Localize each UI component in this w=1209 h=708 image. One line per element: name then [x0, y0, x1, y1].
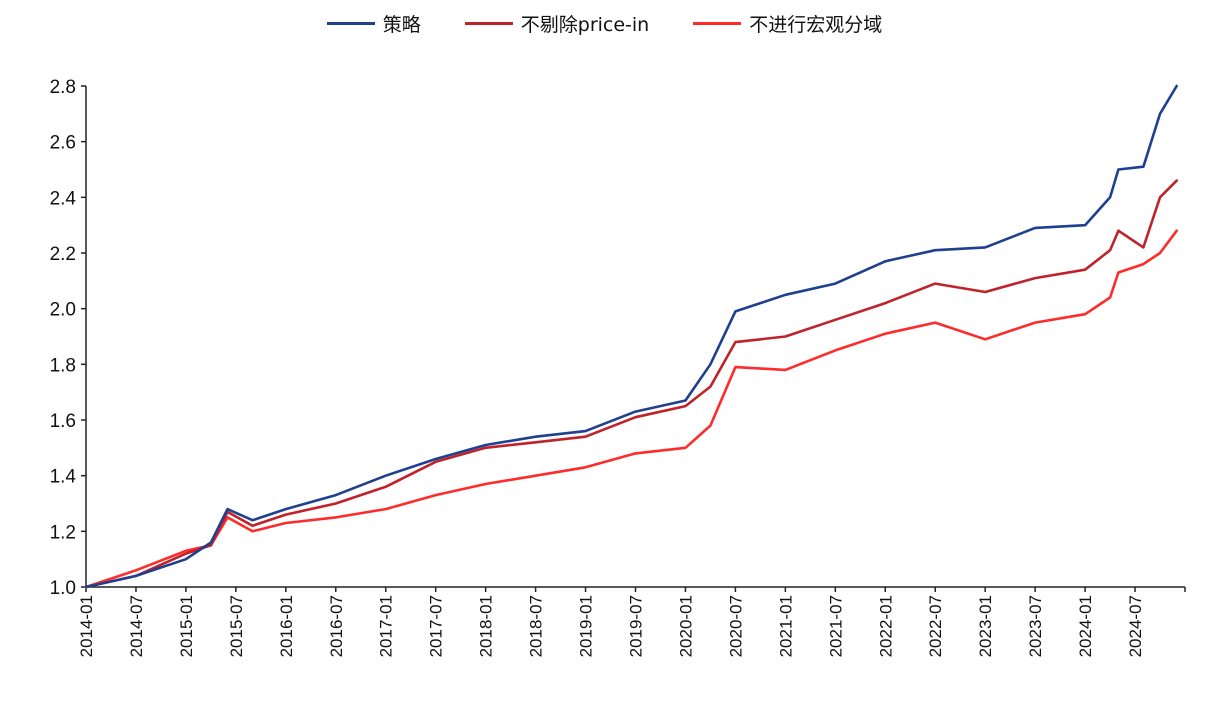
y-tick-label-4: 1.8 — [50, 355, 76, 376]
x-tick-label-14: 2021-01 — [776, 595, 795, 657]
y-tick-label-1: 1.2 — [50, 522, 76, 543]
y-tick-label-6: 2.2 — [50, 244, 76, 265]
y-tick-label-9: 2.8 — [50, 77, 76, 98]
x-tick-label-21: 2024-07 — [1126, 595, 1145, 657]
x-tick-label-6: 2017-01 — [377, 595, 396, 657]
x-tick-label-5: 2016-07 — [327, 595, 346, 657]
x-tick-label-11: 2019-07 — [627, 595, 646, 657]
legend-item-no-price-in-removal: 不剔除price-in — [464, 10, 650, 37]
y-tick-label-7: 2.4 — [50, 188, 77, 209]
x-tick-label-8: 2018-01 — [477, 595, 496, 657]
legend-swatch-strategy — [326, 22, 375, 25]
x-tick-label-2: 2015-01 — [177, 595, 196, 657]
x-tick-label-20: 2024-01 — [1076, 595, 1095, 657]
y-tick-label-8: 2.6 — [50, 133, 76, 154]
x-tick-label-0: 2014-01 — [77, 595, 96, 657]
legend-item-no-macro-split: 不进行宏观分域 — [693, 10, 882, 37]
y-tick-label-3: 1.6 — [50, 411, 76, 432]
x-tick-label-10: 2019-01 — [577, 595, 596, 657]
series-line-no-macro-split — [84, 229, 1178, 589]
legend-label-strategy: 策略 — [382, 14, 421, 36]
x-tick-label-19: 2023-07 — [1026, 595, 1045, 657]
legend-item-strategy: 策略 — [326, 10, 421, 37]
x-tick-label-4: 2016-01 — [277, 595, 296, 657]
legend-label-no-macro-split: 不进行宏观分域 — [749, 14, 883, 36]
series-line-no-price-in-removal — [84, 179, 1178, 589]
x-tick-label-12: 2020-01 — [676, 595, 695, 657]
x-tick-label-16: 2022-01 — [876, 595, 895, 657]
x-tick-label-1: 2014-07 — [127, 595, 146, 657]
y-tick-label-0: 1.0 — [50, 578, 76, 599]
x-tick-label-13: 2020-07 — [726, 595, 745, 657]
x-tick-label-15: 2021-07 — [826, 595, 845, 657]
legend-label-no-price-in-removal: 不剔除price-in — [520, 14, 650, 36]
series-line-strategy — [84, 84, 1178, 589]
x-tick-label-3: 2015-07 — [227, 595, 246, 657]
x-tick-label-9: 2018-07 — [527, 595, 546, 657]
x-tick-label-17: 2022-07 — [926, 595, 945, 657]
x-tick-label-18: 2023-01 — [976, 595, 995, 657]
legend-swatch-no-macro-split — [693, 22, 742, 25]
legend: 策略 不剔除price-in 不进行宏观分域 — [0, 10, 1209, 37]
x-tick-label-7: 2017-07 — [427, 595, 446, 657]
legend-swatch-no-price-in-removal — [464, 22, 513, 25]
y-tick-label-5: 2.0 — [50, 300, 76, 321]
y-tick-label-2: 1.4 — [50, 467, 77, 488]
